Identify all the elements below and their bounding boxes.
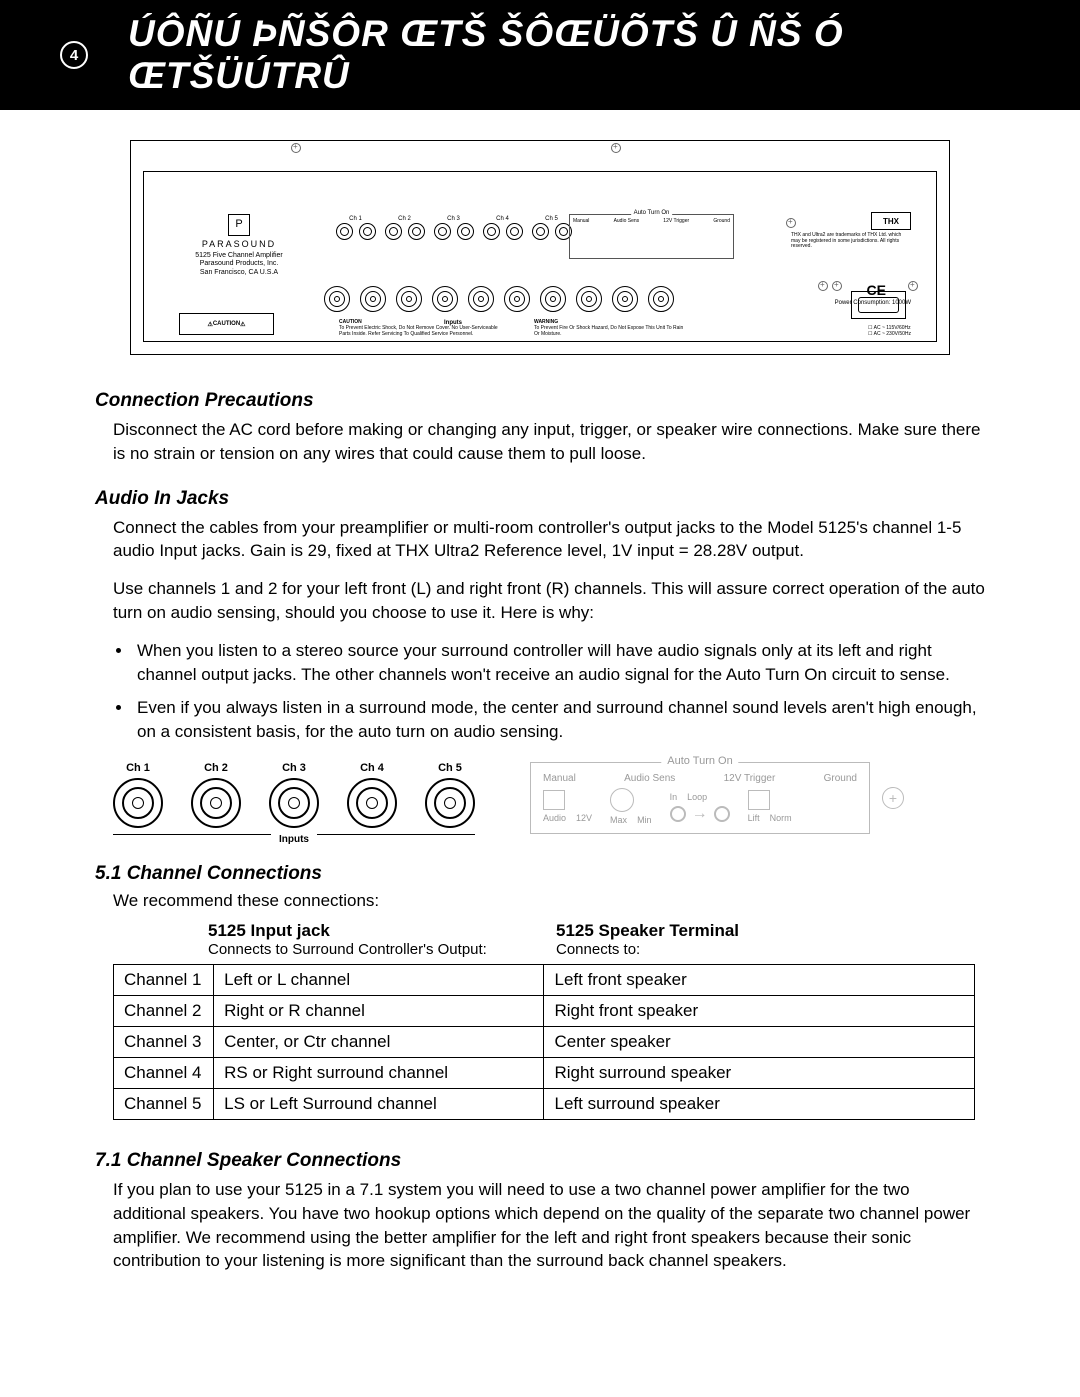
jack-icon xyxy=(714,806,730,822)
rear-panel-diagram: P PARASOUND 5125 Five Channel Amplifier … xyxy=(130,140,950,355)
para: If you plan to use your 5125 in a 7.1 sy… xyxy=(113,1178,985,1273)
input-jacks-closeup: Ch 1 Ch 2 Ch 3 Ch 4 Ch 5 Inputs xyxy=(113,762,475,835)
bullet-item: Even if you always listen in a surround … xyxy=(133,696,985,744)
table-row: Channel 3Center, or Ctr channelCenter sp… xyxy=(114,1026,975,1057)
binding-post-row xyxy=(324,286,674,312)
col-header: 5125 Speaker Terminal xyxy=(556,921,906,941)
heading-51-channel: 5.1 Channel Connections xyxy=(95,863,985,885)
warning-text: WARNINGTo Prevent Fire Or Shock Hazard, … xyxy=(534,319,684,337)
iec-inlet-icon xyxy=(851,291,906,319)
switch-icon xyxy=(543,790,565,810)
header-banner: 4 ÚÔÑÚ ÞÑŠÔR ŒTŠ ŠÔŒÜÕTŠ Û ÑŠ Ó ŒTŠÜÚTRÛ xyxy=(0,0,1080,110)
rca-jack-icon xyxy=(425,778,475,828)
screw-icon: + xyxy=(882,787,904,809)
para: Disconnect the AC cord before making or … xyxy=(113,418,985,466)
col-header: 5125 Input jack xyxy=(208,921,556,941)
page-content: P PARASOUND 5125 Five Channel Amplifier … xyxy=(0,110,1080,1327)
jack-icon xyxy=(670,806,686,822)
table-row: Channel 2Right or R channelRight front s… xyxy=(114,995,975,1026)
caution-text: CAUTIONTo Prevent Electric Shock, Do Not… xyxy=(339,319,509,337)
para: Connect the cables from your preamplifie… xyxy=(113,516,985,564)
heading-71-channel: 7.1 Channel Speaker Connections xyxy=(95,1150,985,1172)
knob-icon xyxy=(610,788,634,812)
auto-turn-on-box: Auto Turn On ManualAudio Sens12V Trigger… xyxy=(569,214,734,259)
bullet-item: When you listen to a stereo source your … xyxy=(133,639,985,687)
heading-connection-precautions: Connection Precautions xyxy=(95,390,985,412)
model-line: 5125 Five Channel Amplifier xyxy=(169,252,309,260)
thx-logo-icon: THX xyxy=(871,212,911,230)
section-title: ÚÔÑÚ ÞÑŠÔR ŒTŠ ŠÔŒÜÕTŠ Û ÑŠ Ó ŒTŠÜÚTRÛ xyxy=(128,13,1040,97)
bullet-list: When you listen to a stereo source your … xyxy=(133,639,985,744)
table-row: Channel 1Left or L channelLeft front spe… xyxy=(114,964,975,995)
rca-jack-icon xyxy=(113,778,163,828)
rca-jack-icon xyxy=(269,778,319,828)
rca-jack-icon xyxy=(191,778,241,828)
para: We recommend these connections: xyxy=(113,891,985,911)
section-number: 4 xyxy=(60,41,88,69)
para: Use channels 1 and 2 for your left front… xyxy=(113,577,985,625)
switch-icon xyxy=(748,790,770,810)
table-column-headers: 5125 Input jack Connects to Surround Con… xyxy=(113,921,985,958)
caution-triangle-box: ⚠ CAUTION ⚠ xyxy=(179,313,274,335)
connection-table: Channel 1Left or L channelLeft front spe… xyxy=(113,964,975,1120)
model-line: Parasound Products, Inc. xyxy=(169,260,309,268)
brand-block: P PARASOUND 5125 Five Channel Amplifier … xyxy=(169,214,309,277)
model-line: San Francisco, CA U.S.A xyxy=(169,269,309,277)
auto-turn-on-closeup: Auto Turn On Manual Audio Sens 12V Trigg… xyxy=(530,762,870,834)
table-row: Channel 5LS or Left Surround channelLeft… xyxy=(114,1088,975,1119)
ac-spec: ☐ AC ~ 115V/60Hz ☐ AC ~ 230V/50Hz xyxy=(868,325,911,337)
thx-block: THX THX and Ultra2 are trademarks of THX… xyxy=(791,212,911,250)
heading-audio-in-jacks: Audio In Jacks xyxy=(95,488,985,510)
input-jack-diagram: Ch 1 Ch 2 Ch 3 Ch 4 Ch 5 Inputs Auto Tur… xyxy=(113,762,985,835)
brand-logo-icon: P xyxy=(228,214,250,236)
speaker-terminal-row: Ch 1 Ch 2 Ch 3 Ch 4 Ch 5 xyxy=(334,216,573,247)
rca-jack-icon xyxy=(347,778,397,828)
table-row: Channel 4RS or Right surround channelRig… xyxy=(114,1057,975,1088)
col-subheader: Connects to Surround Controller's Output… xyxy=(208,941,556,958)
brand-name: PARASOUND xyxy=(169,239,309,250)
col-subheader: Connects to: xyxy=(556,941,906,958)
